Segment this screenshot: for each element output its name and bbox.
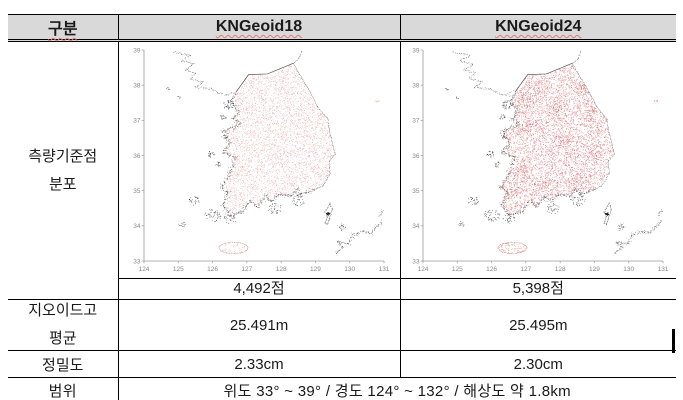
header-cell-kngeoid24: KNGeoid24 [399, 14, 676, 42]
geoid-mean-kngeoid18: 25.491m [117, 299, 401, 351]
row-label-distribution: 측량기준점 분포 [8, 40, 119, 300]
point-count-kngeoid24: 5,398점 [399, 278, 676, 300]
precision-row: 정밀도 2.33cm 2.30cm [8, 350, 676, 378]
kngeoid18-distribution-map [128, 45, 390, 275]
geoid-mean-kngeoid24: 25.495m [399, 299, 676, 351]
header-cell-category: 구분 [8, 14, 119, 42]
header-label-kngeoid24: KNGeoid24 [495, 18, 582, 35]
map-row: 측량기준점 분포 [8, 40, 676, 300]
distribution-label-line1: 측량기준점 [28, 147, 98, 165]
header-cell-kngeoid18: KNGeoid18 [117, 14, 401, 42]
geoid-mean-label-line2: 평균 [48, 330, 77, 347]
row-label-range: 범위 [8, 377, 119, 400]
header-label-kngeoid18: KNGeoid18 [215, 18, 303, 35]
geoid-mean-label-line1: 지오이드고 [28, 302, 98, 319]
text-cursor [672, 329, 675, 353]
point-count-row: 4,492점 5,398점 [8, 278, 676, 300]
range-value: 위도 33° ~ 39° / 경도 124° ~ 132° / 해상도 약 1.… [117, 377, 676, 400]
distribution-label-line2: 분포 [48, 175, 77, 193]
kngeoid18-map-cell [117, 40, 401, 279]
row-label-precision: 정밀도 [8, 350, 119, 378]
precision-kngeoid18: 2.33cm [117, 350, 401, 378]
row-label-geoid-mean: 지오이드고 평균 [8, 299, 119, 351]
geoid-comparison-table: 구분 KNGeoid18 KNGeoid24 측량기준점 분포 4,492점 5… [8, 14, 676, 400]
geoid-mean-label: 지오이드고 평균 [8, 300, 118, 350]
distribution-label: 측량기준점 분포 [8, 146, 118, 196]
header-row: 구분 KNGeoid18 KNGeoid24 [8, 14, 676, 42]
kngeoid24-distribution-map [407, 45, 670, 275]
precision-kngeoid24: 2.30cm [399, 350, 676, 378]
point-count-kngeoid18: 4,492점 [118, 278, 401, 300]
header-label-category: 구분 [48, 21, 78, 38]
geoid-mean-row: 지오이드고 평균 25.491m 25.495m [8, 299, 676, 351]
kngeoid24-map-cell [399, 40, 676, 279]
range-row: 범위 위도 33° ~ 39° / 경도 124° ~ 132° / 해상도 약… [8, 377, 676, 400]
